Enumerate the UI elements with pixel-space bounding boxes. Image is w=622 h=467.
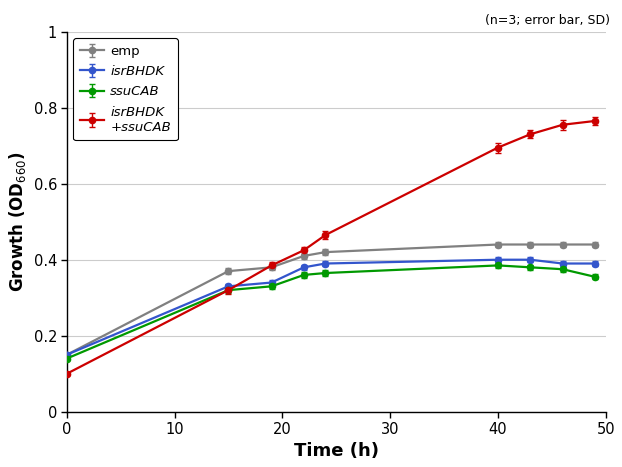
X-axis label: Time (h): Time (h): [294, 442, 379, 460]
Text: (n=3; error bar, SD): (n=3; error bar, SD): [485, 14, 610, 27]
Y-axis label: Growth (OD$_{660}$): Growth (OD$_{660}$): [7, 151, 28, 292]
Legend: emp, isrBHDK, ssuCAB, isrBHDK
+ssuCAB: emp, isrBHDK, ssuCAB, isrBHDK +ssuCAB: [73, 38, 178, 140]
